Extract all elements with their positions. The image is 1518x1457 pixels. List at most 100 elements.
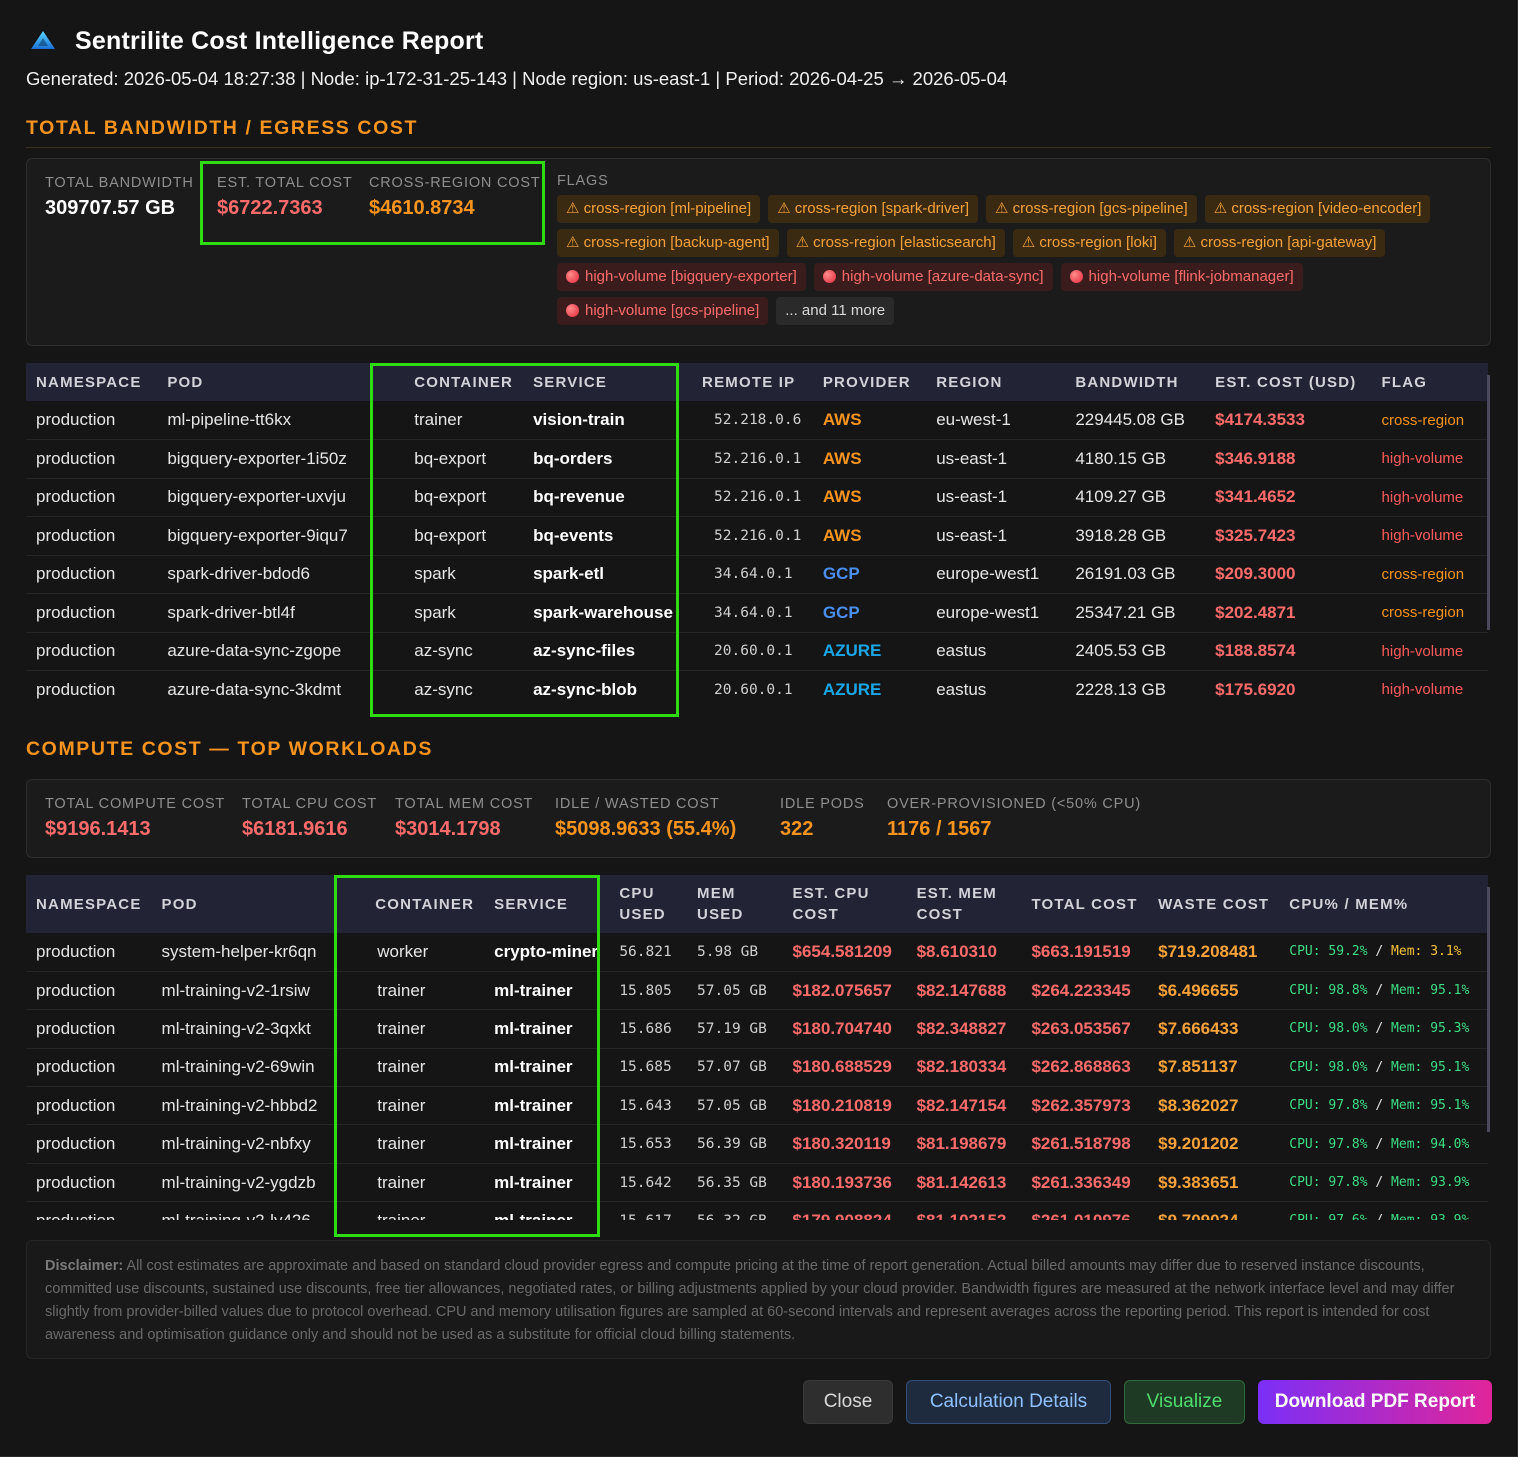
col-pod: POD [151, 875, 348, 933]
table-row[interactable]: production bigquery-exporter-9iqu7 bq-expo… [26, 516, 1488, 556]
cpu-cost-cell: $180.210819 [782, 1086, 907, 1126]
bandwidth-table: NAMESPACE POD CONTAINER SERVICE REMOTE IP PRO… [26, 363, 1488, 708]
flag-label: high-volume [1381, 488, 1464, 506]
est-total-cost-stat: EST. TOTAL COST $6722.7363 [217, 175, 353, 220]
provider-cell: GCP [812, 555, 927, 594]
namespace-cell: production [26, 1048, 152, 1088]
table-row[interactable]: production ml-training-v2-69win trainer ml-… [26, 1048, 1488, 1088]
table-row[interactable]: production ml-training-v2-ygdzb trainer ml-… [26, 1163, 1488, 1203]
mem-percent: 93.9% [1430, 1175, 1470, 1191]
namespace-cell: production [26, 555, 158, 594]
bandwidth-table-container[interactable]: NAMESPACE POD CONTAINER SERVICE REMOTE IP PRO… [26, 363, 1492, 708]
col-bandwidth: BANDWIDTH [1065, 363, 1206, 401]
mem-percent: 95.1% [1430, 983, 1470, 999]
mem-percent: 3.1% [1430, 944, 1462, 960]
cpu-used-cell: 15.642 [609, 1163, 688, 1203]
table-row[interactable]: production ml-pipeline-tt6kx trainer vision… [26, 401, 1488, 440]
cost-cell: $188.8574 [1205, 632, 1372, 671]
table-row[interactable]: production bigquery-exporter-uxvju bq-expo… [26, 478, 1488, 517]
table-row[interactable]: production spark-driver-bdod6 spark spark-e… [26, 555, 1488, 594]
more-flags-badge[interactable]: ... and 11 more [776, 297, 895, 325]
flag-label: high-volume [azure-data-sync] [841, 268, 1044, 285]
cpu-used-cell: 15.643 [609, 1086, 688, 1126]
table-scrollbar[interactable] [1487, 887, 1490, 1132]
visualize-button[interactable]: Visualize [1124, 1380, 1245, 1424]
remote-ip-cell: 52.216.0.1 [692, 516, 813, 556]
mem-prefix: Mem: [1391, 1175, 1423, 1191]
high-volume-flag: high-volume [bigquery-exporter] [557, 263, 806, 291]
region-cell: us-east-1 [926, 478, 1066, 517]
high-volume-flag: high-volume [flink-jobmanager] [1060, 263, 1303, 291]
mem-prefix: Mem: [1391, 944, 1423, 960]
flag-label: high-volume [1381, 450, 1464, 468]
cross-region-flag: ⚠ cross-region [gcs-pipeline] [986, 195, 1197, 223]
service-cell: spark-etl [523, 555, 693, 594]
cpu-mem-cell: CPU: 97.6% / Mem: 93.9% [1279, 1201, 1488, 1220]
provider-cell: GCP [812, 593, 927, 633]
provider-cell: AWS [812, 516, 927, 556]
table-row[interactable]: production azure-data-sync-3kdmt az-sync az… [26, 670, 1488, 708]
bandwidth-cell: 2405.53 GB [1065, 632, 1206, 671]
red-dot-icon [822, 270, 836, 283]
table-row[interactable]: production system-helper-kr6qn worker crypt… [26, 933, 1488, 972]
flag-label: high-volume [1381, 681, 1464, 699]
provider-label: GCP [822, 602, 860, 622]
namespace-cell: production [26, 971, 152, 1011]
high-volume-flag: high-volume [azure-data-sync] [813, 263, 1053, 291]
table-row[interactable]: productionml-training-v2-ly426trainerml-… [26, 1201, 1488, 1220]
mem-percent: 95.1% [1430, 1098, 1470, 1114]
cpu-prefix: CPU: [1289, 983, 1321, 999]
close-button[interactable]: Close [803, 1380, 893, 1424]
calculation-details-button[interactable]: Calculation Details [906, 1380, 1111, 1424]
stat-value: $9196.1413 [45, 818, 151, 840]
col-container: CONTAINER [347, 875, 485, 933]
namespace-cell: production [26, 1124, 152, 1164]
table-row[interactable]: production ml-training-v2-3qxkt trainer ml-… [26, 1009, 1488, 1049]
cpu-percent: 97.8% [1328, 1098, 1368, 1114]
table-row[interactable]: production spark-driver-btl4f spark spark-w… [26, 593, 1488, 633]
flag-label: ⚠ cross-region [api-gateway] [1182, 234, 1377, 251]
col-label: MEM [697, 885, 736, 902]
mem-used-cell: 56.39 GB [687, 1124, 783, 1164]
total-cost-cell: $264.223345 [1021, 971, 1149, 1011]
remote-ip-cell: 20.60.0.1 [692, 632, 813, 671]
service-cell: ml-trainer [484, 1086, 610, 1126]
table-row[interactable]: production ml-training-v2-nbfxy trainer ml-… [26, 1124, 1488, 1164]
cpu-cost-cell: $182.075657 [782, 971, 907, 1011]
table-scrollbar[interactable] [1487, 375, 1490, 630]
container-cell: trainer [347, 1163, 485, 1203]
remote-ip-cell: 20.60.0.1 [692, 670, 813, 708]
col-namespace: NAMESPACE [26, 363, 158, 401]
mem-prefix: Mem: [1391, 1059, 1423, 1075]
table-row[interactable]: production azure-data-sync-zgope az-sync az… [26, 632, 1488, 671]
mem-used-cell: 57.07 GB [687, 1048, 783, 1088]
provider-cell: AWS [812, 439, 927, 479]
flag-label: ⚠ cross-region [loki] [1021, 234, 1157, 251]
compute-table-container[interactable]: NAMESPACE POD CONTAINER SERVICE CPU USED … [26, 875, 1492, 1220]
cpu-mem-cell: CPU: 59.2% / Mem: 3.1% [1279, 933, 1488, 972]
container-cell: trainer [347, 1124, 485, 1164]
total-cost-cell: $262.868863 [1021, 1048, 1149, 1088]
cpu-cost-cell: $180.193736 [782, 1163, 907, 1203]
provider-label: AWS [822, 448, 862, 468]
table-row[interactable]: production bigquery-exporter-1i50z bq-expo… [26, 439, 1488, 479]
namespace-cell: production [26, 1163, 152, 1203]
region-cell: europe-west1 [926, 555, 1066, 594]
flag-cell: high-volume [1371, 632, 1488, 671]
flag-label: high-volume [1381, 642, 1464, 660]
col-service: SERVICE [523, 363, 693, 401]
container-cell: spark [384, 593, 524, 633]
triangle-logo-icon [26, 26, 62, 56]
stat-value: 1176 / 1567 [887, 818, 992, 840]
provider-label: AWS [822, 410, 862, 429]
flag-label: high-volume [bigquery-exporter] [585, 268, 797, 285]
total-bandwidth-stat: TOTAL BANDWIDTH 309707.57 GB [45, 175, 194, 220]
flag-label: ⚠ cross-region [elasticsearch] [795, 234, 996, 251]
container-cell: trainer [347, 1086, 485, 1126]
table-row[interactable]: production ml-training-v2-hbbd2 trainer ml-… [26, 1086, 1488, 1126]
pod-cell: bigquery-exporter-9iqu7 [157, 516, 385, 556]
download-pdf-button[interactable]: Download PDF Report [1258, 1380, 1492, 1424]
table-row[interactable]: production ml-training-v2-1rsiw trainer ml-… [26, 971, 1488, 1011]
separator: / [1375, 1098, 1384, 1114]
service-cell: vision-train [523, 401, 693, 440]
